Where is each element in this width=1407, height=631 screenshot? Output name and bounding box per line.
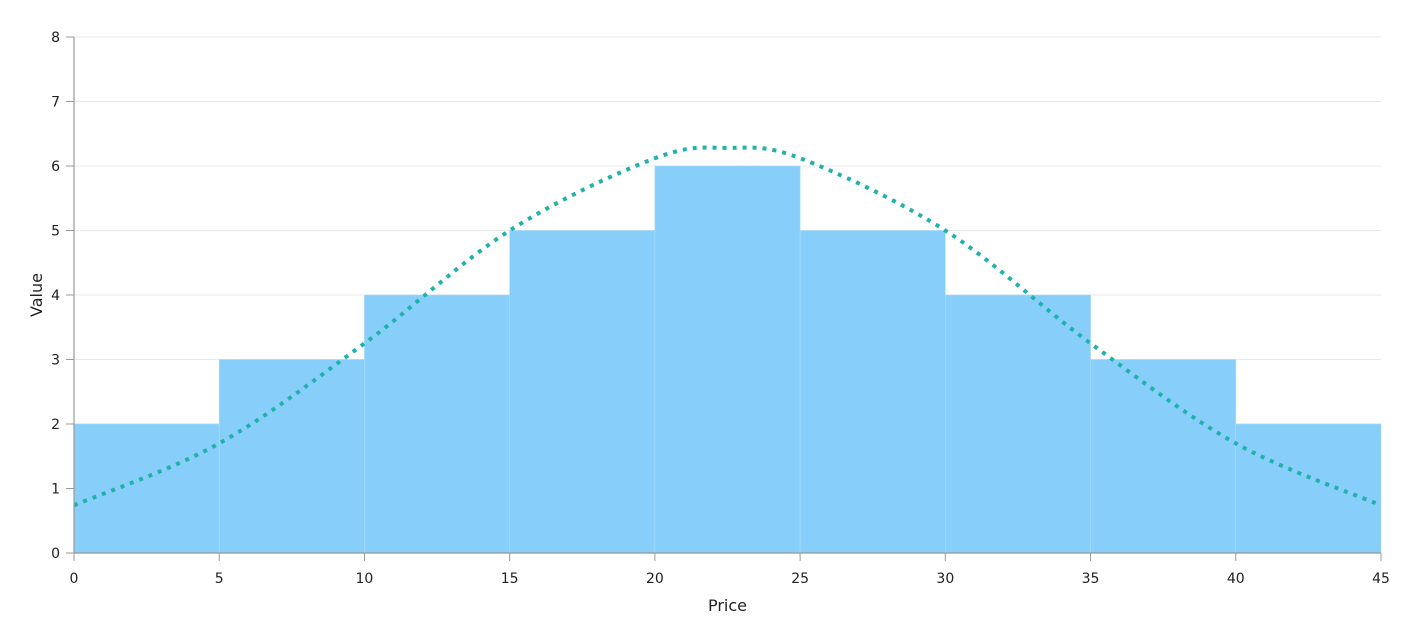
x-axis-title: Price xyxy=(708,596,747,615)
distribution-curve xyxy=(73,145,1382,508)
histogram-bar xyxy=(799,230,946,554)
x-tick-label: 25 xyxy=(791,571,809,587)
curve-line xyxy=(73,145,1382,508)
x-tick-label: 15 xyxy=(501,571,519,587)
x-tick-label: 45 xyxy=(1372,571,1390,587)
y-tick-label: 5 xyxy=(51,224,60,240)
y-axis-title: Value xyxy=(27,273,46,317)
histogram-bar xyxy=(1090,359,1237,554)
histogram-bar xyxy=(945,294,1091,554)
bars xyxy=(73,165,1382,554)
histogram-bar xyxy=(218,359,365,554)
x-tick-label: 0 xyxy=(70,571,79,587)
x-tick-label: 20 xyxy=(646,571,664,587)
x-tick-label: 40 xyxy=(1227,571,1245,587)
y-tick-label: 0 xyxy=(51,546,60,562)
histogram-bar xyxy=(509,230,656,554)
y-tick-label: 1 xyxy=(51,482,60,498)
histogram-bar xyxy=(73,423,220,554)
y-tick-label: 3 xyxy=(51,353,60,369)
x-tick-label: 35 xyxy=(1082,571,1100,587)
y-tick-label: 8 xyxy=(51,30,60,46)
x-tick-label: 30 xyxy=(936,571,954,587)
histogram-bar xyxy=(1235,423,1382,554)
x-tick-label: 10 xyxy=(356,571,374,587)
x-tick-label: 5 xyxy=(215,571,224,587)
y-tick-label: 6 xyxy=(51,159,60,175)
histogram-bar xyxy=(364,294,510,554)
histogram-bar xyxy=(654,165,801,554)
y-tick-label: 7 xyxy=(51,95,60,111)
y-tick-label: 2 xyxy=(51,417,60,433)
y-tick-label: 4 xyxy=(51,288,60,304)
